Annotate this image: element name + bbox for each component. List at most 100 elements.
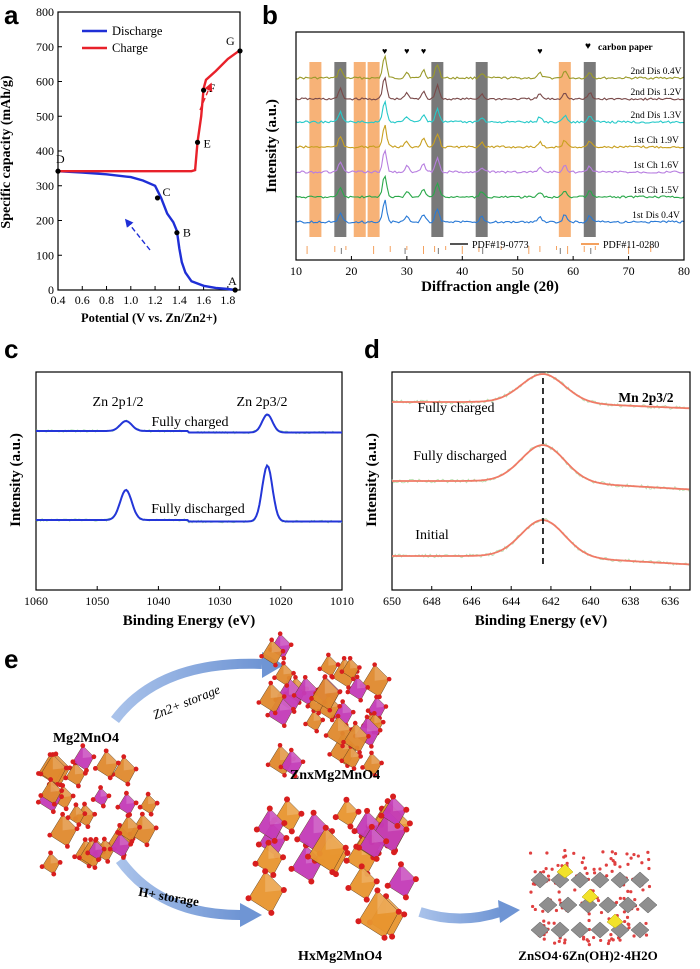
facet-highlight [127, 815, 140, 829]
oxygen-atom [291, 670, 296, 676]
facet-highlight [75, 804, 85, 815]
oxygen-atom [50, 752, 56, 757]
facet-highlight [74, 762, 86, 775]
oxygen-atom [357, 750, 362, 755]
water-oxygen [583, 866, 587, 870]
oxygen-atom [88, 837, 94, 842]
y-tick-label: 400 [36, 144, 54, 158]
water-oxygen [563, 848, 567, 853]
oxygen-atom [347, 655, 353, 661]
oxygen-atom [38, 793, 44, 798]
facet-highlight [371, 826, 387, 843]
zn-hydroxide-unit [570, 871, 590, 889]
water-oxygen [641, 888, 645, 892]
zn-hydroxide-unit [570, 921, 590, 939]
water-oxygen [565, 861, 569, 865]
oxygen-atom [402, 894, 409, 901]
oxygen-atom [133, 800, 139, 806]
oxygen-atom [65, 843, 70, 849]
oxygen-atom [327, 752, 332, 757]
oxygen-atom [300, 759, 306, 765]
oxygen-atom [339, 669, 345, 674]
panel-c-ylabel: Intensity (a.u.) [8, 433, 24, 527]
water-oxygen [563, 854, 568, 858]
facet-highlight [280, 633, 292, 646]
oxygen-atom [255, 841, 262, 848]
oxygen-atom [288, 828, 295, 835]
facet-highlight [325, 827, 346, 850]
oxygen-atom [314, 728, 319, 734]
oxygen-atom [101, 846, 107, 852]
water-oxygen [541, 870, 546, 874]
water-oxygen [599, 938, 603, 943]
oxygen-atom [360, 765, 365, 770]
x-tick-label: 30 [401, 264, 413, 278]
facet-highlight [50, 852, 61, 864]
y-tick-label: 300 [36, 179, 54, 193]
water-oxygen [533, 870, 537, 874]
x-tick-label: 40 [456, 264, 468, 278]
water-oxygen [632, 852, 636, 857]
y-tick-label: 800 [36, 5, 54, 19]
oxygen-atom [390, 793, 397, 800]
trace-label: 2nd Dis 0.4V [631, 67, 682, 77]
facet-highlight [271, 639, 284, 653]
orange-band [558, 62, 571, 237]
x-tick-label: 1.2 [148, 293, 163, 307]
water-oxygen [529, 890, 533, 894]
oxygen-atom [368, 823, 375, 830]
oxygen-atom [373, 855, 380, 862]
x-tick-label: 1020 [269, 594, 293, 608]
oxygen-atom [341, 656, 347, 661]
water-oxygen [587, 918, 591, 923]
oxygen-atom [281, 660, 286, 666]
oxygen-atom [386, 676, 392, 682]
water-oxygen [581, 856, 586, 860]
oxygen-atom [358, 754, 363, 759]
facet-highlight [126, 793, 137, 804]
oxygen-atom [265, 839, 272, 846]
oxygen-atom [282, 772, 287, 778]
oxygen-atom [343, 796, 350, 803]
oxygen-atom [281, 723, 287, 729]
oxygen-atom [335, 713, 341, 719]
oxygen-atom [379, 760, 384, 766]
facet-highlight [400, 864, 416, 881]
oxygen-atom [73, 802, 79, 808]
oxygen-atom [391, 849, 398, 856]
oxygen-atom [259, 653, 264, 659]
oxygen-atom [265, 762, 271, 768]
oxygen-atom [277, 631, 283, 637]
oxygen-atom [76, 822, 82, 827]
facet-highlight [62, 785, 74, 798]
zn-storage-label: Zn2+ storage [150, 681, 222, 722]
discharge-direction-arrow [124, 218, 151, 251]
water-oxygen [625, 915, 630, 919]
panel-e-schematic: Mg2MnO4 Zn2+ storage ZnxMg2MnO4 H+ stora… [35, 631, 658, 964]
oxygen-atom [39, 864, 45, 870]
oxygen-atom [90, 797, 96, 802]
oxygen-atom [100, 803, 106, 809]
facet-highlight [367, 810, 382, 827]
facet-highlight [338, 716, 352, 732]
hx-label: HxMg2MnO4 [298, 949, 382, 964]
point-label-F: F [209, 81, 216, 95]
y-tick-label: 700 [36, 40, 54, 54]
carbon-paper-marker: ♥ [537, 46, 542, 56]
panel-a-xlabel: Potential (V vs. Zn/Zn2+) [81, 311, 217, 325]
oxygen-atom [139, 811, 145, 817]
xrd-trace [295, 124, 685, 149]
xrd-trace [295, 99, 685, 124]
oxygen-atom [145, 791, 151, 797]
oxygen-atom [329, 717, 335, 723]
oxygen-atom [304, 853, 311, 860]
xrd-trace [295, 148, 685, 174]
facet-highlight [95, 840, 105, 851]
oxygen-atom [269, 637, 274, 643]
water-oxygen [550, 867, 554, 871]
trace-label: 2nd Dis 1.3V [631, 111, 682, 121]
y-tick-label: 600 [36, 75, 54, 89]
x-tick-label: 640 [582, 594, 600, 608]
facet-highlight [366, 716, 381, 732]
x-tick-label: 1010 [330, 594, 354, 608]
